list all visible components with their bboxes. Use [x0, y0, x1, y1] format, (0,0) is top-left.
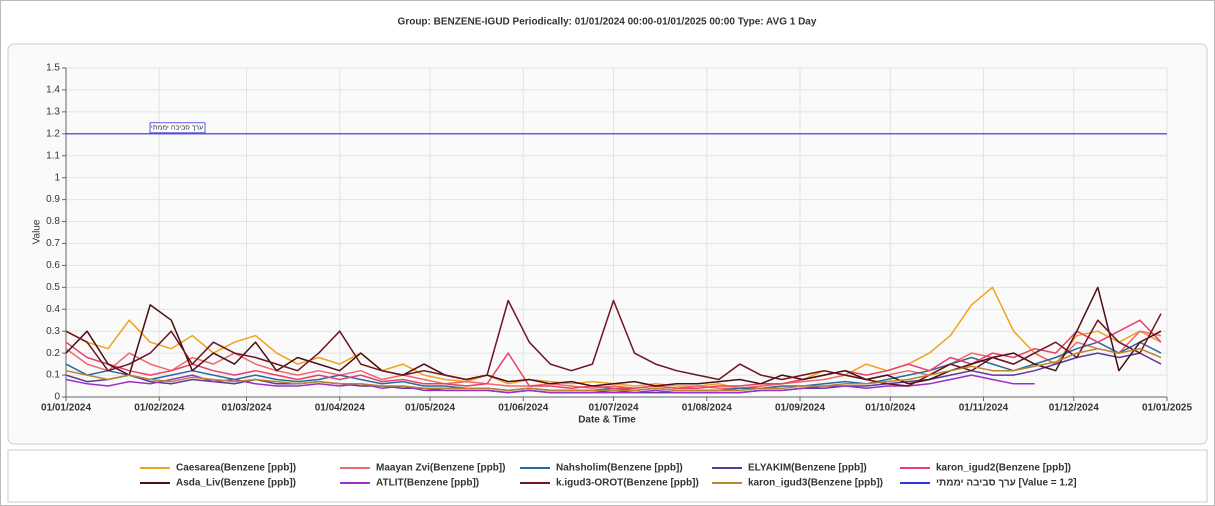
x-tick-label: 01/03/2024	[221, 403, 271, 414]
x-axis-title: Date & Time	[578, 415, 636, 426]
y-tick-label: 0.7	[46, 238, 60, 249]
y-axis-title: Value	[32, 219, 43, 244]
x-tick-label: 01/09/2024	[775, 403, 825, 414]
legend-label: ATLIT(Benzene [ppb])	[376, 478, 479, 489]
legend-label: Maayan Zvi(Benzene [ppb])	[376, 463, 505, 474]
y-tick-label: 0.9	[46, 194, 60, 205]
series-line	[65, 299, 1162, 387]
x-tick-label: 01/12/2024	[1049, 403, 1099, 414]
x-tick-label: 01/08/2024	[682, 403, 732, 414]
x-tick-label: 01/01/2025	[1142, 403, 1192, 414]
y-tick-label: 0.5	[46, 282, 60, 293]
y-tick-label: 0.3	[46, 326, 60, 337]
legend-panel	[7, 449, 1208, 503]
legend-label: karon_igud3(Benzene [ppb])	[748, 478, 883, 489]
y-tick-label: 1.1	[46, 150, 60, 161]
x-tick-label: 01/02/2024	[134, 403, 184, 414]
series-line	[65, 330, 1162, 389]
x-tick-label: 01/05/2024	[405, 403, 455, 414]
y-tick-label: 1.2	[46, 128, 60, 139]
x-tick-label: 01/07/2024	[588, 403, 638, 414]
legend-label: k.igud3-OROT(Benzene [ppb])	[556, 478, 699, 489]
y-tick-label: 0	[54, 392, 60, 403]
chart-title: Group: BENZENE-IGUD Periodically: 01/01/…	[398, 17, 817, 28]
legend-label: Nahsholim(Benzene [ppb])	[556, 463, 683, 474]
x-tick-label: 01/11/2024	[959, 403, 1009, 414]
y-tick-label: 0.2	[46, 348, 60, 359]
legend-label: ELYAKIM(Benzene [ppb])	[748, 463, 867, 474]
threshold-label-box	[149, 122, 206, 134]
y-tick-label: 1.3	[46, 107, 60, 118]
series-line	[65, 319, 1162, 389]
x-tick-label: 01/10/2024	[865, 403, 915, 414]
series-line	[65, 286, 1162, 387]
y-tick-label: 1	[54, 172, 60, 183]
legend-label: Asda_Liv(Benzene [ppb])	[176, 478, 296, 489]
y-tick-label: 1.4	[46, 85, 60, 96]
legend-label: Caesarea(Benzene [ppb])	[176, 463, 296, 474]
series-line	[65, 347, 1162, 392]
y-tick-label: 0.8	[46, 216, 60, 227]
y-tick-label: 1.5	[46, 63, 60, 74]
x-tick-label: 01/06/2024	[498, 403, 548, 414]
legend-label: ערך סביבה יממתי [Value = 1.2]	[936, 478, 1077, 489]
y-tick-label: 0.1	[46, 370, 60, 381]
plot-panel	[7, 43, 1208, 445]
y-tick-label: 0.6	[46, 260, 60, 271]
threshold-label: ערך סביבה יממתי	[151, 125, 203, 132]
legend-label: karon_igud2(Benzene [ppb])	[936, 463, 1071, 474]
x-tick-label: 01/04/2024	[315, 403, 365, 414]
x-tick-label: 01/01/2024	[41, 403, 91, 414]
y-tick-label: 0.4	[46, 304, 60, 315]
